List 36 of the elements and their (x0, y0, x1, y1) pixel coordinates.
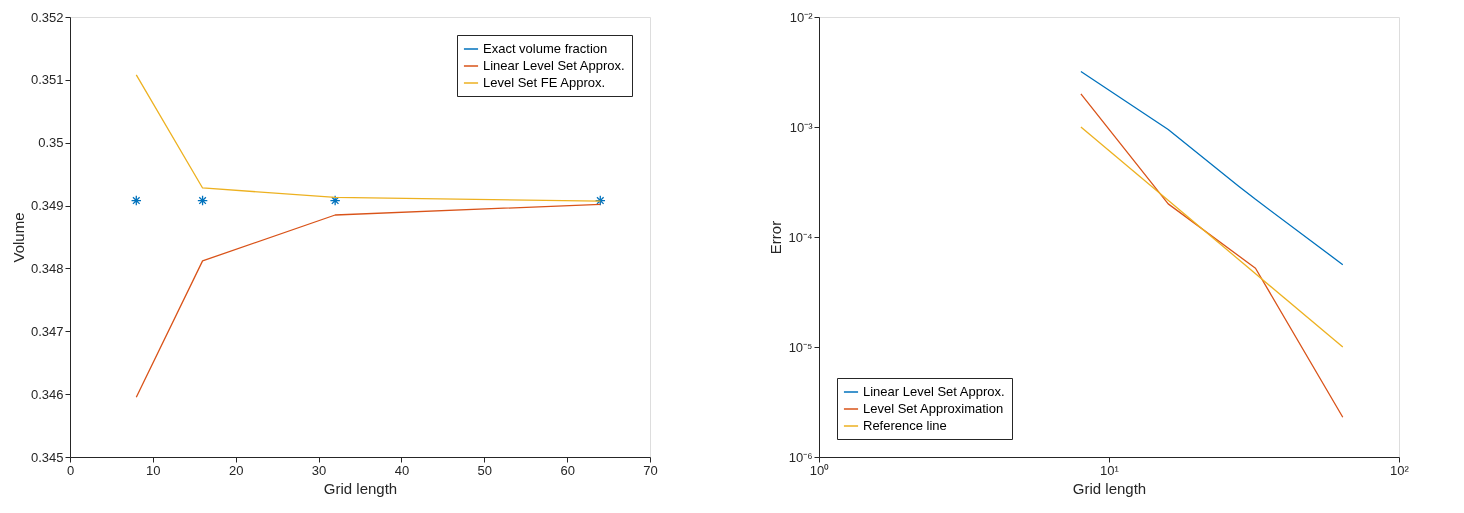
x-tick-label: 20 (228, 462, 244, 478)
legend-label: Linear Level Set Approx. (863, 384, 1005, 399)
y-tick-label: 0.352 (30, 9, 64, 25)
y-tick-label: 0.349 (30, 198, 64, 214)
x-tick-label: 10¹ (1100, 462, 1120, 478)
y-tick-label: 0.35 (38, 135, 64, 151)
line-series (1080, 93, 1344, 418)
x-tick-label: 50 (477, 462, 493, 478)
y-tick-label: 0.345 (30, 449, 64, 465)
x-tick-label: 40 (394, 462, 410, 478)
y-tick-label: 0.346 (30, 386, 64, 402)
y-axis-title: Volume (9, 212, 27, 263)
x-tick-label: 70 (643, 462, 658, 478)
y-tick-label: 10⁻⁵ (788, 339, 813, 355)
x-tick-label: 10⁰ (809, 462, 830, 478)
x-tick-label: 10² (1390, 462, 1410, 478)
legend-label: Exact volume fraction (483, 41, 608, 56)
y-tick-label: 10⁻⁴ (788, 229, 813, 245)
x-tick-label: 60 (560, 462, 575, 478)
x-axis-title: Grid length (1072, 479, 1147, 497)
legend-label: Reference line (863, 418, 947, 433)
y-tick-label: 0.347 (30, 323, 64, 339)
legend-label: Level Set FE Approx. (483, 75, 606, 90)
x-axis-title: Grid length (323, 479, 398, 497)
legend-label: Level Set Approximation (863, 401, 1004, 416)
y-tick-label: 10⁻³ (789, 119, 814, 135)
x-tick-label: 10 (146, 462, 161, 478)
y-tick-label: 0.348 (30, 260, 64, 276)
y-tick-label: 10⁻⁶ (788, 449, 813, 465)
legend-label: Linear Level Set Approx. (483, 58, 625, 73)
y-tick-label: 10⁻² (789, 9, 814, 25)
x-tick-label: 30 (311, 462, 327, 478)
x-tick-label: 0 (66, 462, 75, 478)
line-series (135, 203, 601, 398)
y-tick-label: 0.351 (30, 72, 64, 88)
y-axis-title: Error (767, 220, 785, 255)
